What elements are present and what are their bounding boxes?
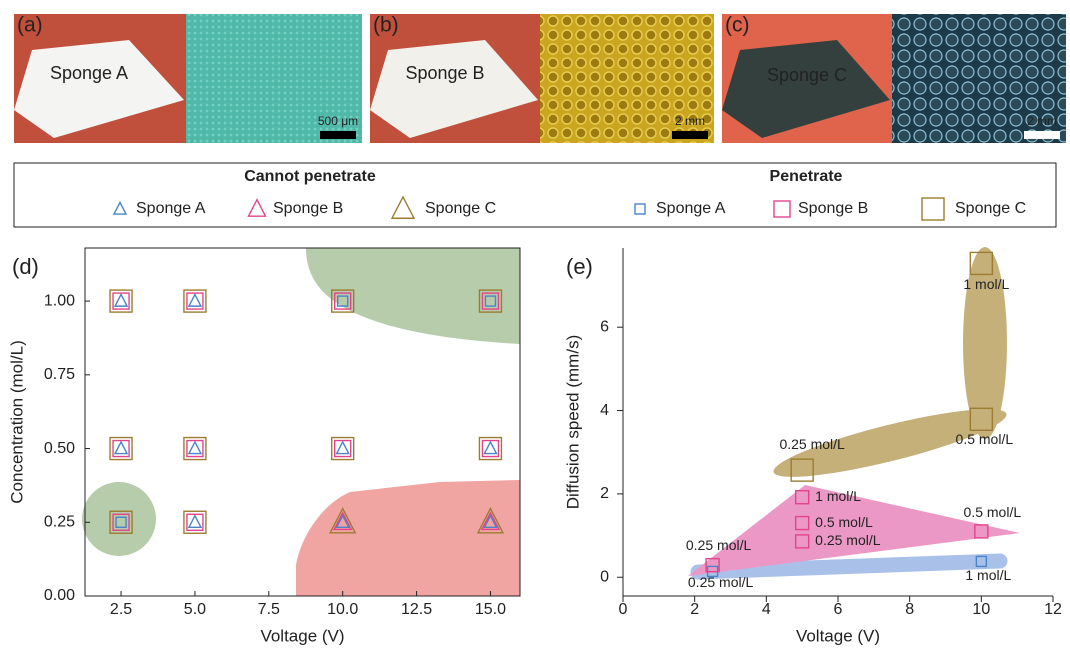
legend-label: Sponge B — [798, 200, 868, 217]
y-tick-label: 2 — [600, 485, 609, 502]
point-label: 0.5 mol/L — [815, 514, 873, 530]
panel-label: (d) — [12, 254, 39, 279]
data-point — [115, 442, 127, 454]
scale-bar-label: 2 mm — [675, 114, 705, 128]
x-tick-label: 15.0 — [475, 601, 506, 618]
point-label: 1 mol/L — [963, 276, 1009, 292]
sponge-label: Sponge A — [50, 63, 128, 83]
y-axis-title: Concentration (mol/L) — [7, 340, 26, 503]
x-tick-label: 10.0 — [327, 601, 358, 618]
legend-title: Cannot penetrate — [244, 168, 376, 185]
point-label: 0.25 mol/L — [688, 574, 754, 590]
data-point — [115, 294, 127, 306]
legend-marker — [249, 200, 266, 216]
penetrate-region — [82, 482, 156, 556]
y-tick-label: 4 — [600, 402, 609, 419]
legend-marker — [635, 204, 645, 214]
x-tick-label: 12 — [1044, 601, 1062, 618]
panel-label: (a) — [17, 14, 43, 37]
scale-bar-label: 500 μm — [318, 114, 358, 128]
x-tick-label: 7.5 — [258, 601, 280, 618]
legend-label: Sponge A — [136, 200, 206, 217]
y-axis-title: Diffusion speed (mm/s) — [563, 335, 582, 509]
panel-label: (b) — [373, 14, 399, 37]
x-tick-label: 5.0 — [184, 601, 206, 618]
x-tick-label: 6 — [834, 601, 843, 618]
scale-bar — [1024, 131, 1060, 139]
y-tick-label: 1.00 — [44, 292, 75, 309]
point-label: 0.5 mol/L — [956, 431, 1014, 447]
data-point — [484, 442, 496, 454]
point-label: 1 mol/L — [815, 488, 861, 504]
legend-title: Penetrate — [770, 168, 843, 185]
data-point — [189, 516, 201, 528]
x-tick-label: 12.5 — [401, 601, 432, 618]
y-tick-label: 0.00 — [44, 587, 75, 604]
x-tick-label: 2 — [690, 601, 699, 618]
data-point — [189, 294, 201, 306]
sponge-label: Sponge C — [767, 65, 847, 85]
panel-label: (c) — [725, 14, 750, 37]
scale-bar — [672, 131, 708, 139]
legend-marker — [774, 201, 790, 217]
legend-box — [14, 163, 1056, 227]
x-axis-title: Voltage (V) — [260, 626, 344, 645]
blocked-region — [296, 480, 520, 596]
legend-label: Sponge C — [955, 200, 1026, 217]
x-tick-label: 2.5 — [110, 601, 132, 618]
x-tick-label: 4 — [762, 601, 771, 618]
x-tick-label: 0 — [619, 601, 628, 618]
point-label: 0.5 mol/L — [964, 504, 1022, 520]
point-label: 1 mol/L — [965, 567, 1011, 583]
scale-bar-label: 2 mm — [1027, 114, 1057, 128]
y-tick-label: 6 — [600, 318, 609, 335]
y-tick-label: 0.75 — [44, 366, 75, 383]
legend-marker — [114, 202, 126, 214]
panel-label: (e) — [566, 254, 593, 279]
x-tick-label: 8 — [905, 601, 914, 618]
point-label: 0.25 mol/L — [779, 436, 845, 452]
legend-label: Sponge A — [656, 200, 726, 217]
data-point — [337, 442, 349, 454]
y-tick-label: 0 — [600, 568, 609, 585]
point-label: 0.25 mol/L — [815, 532, 881, 548]
y-tick-label: 0.25 — [44, 513, 75, 530]
legend-marker — [392, 197, 414, 218]
figure: (a) Sponge A 500 μm (b) Sponge B 2 mm (c) Spong… — [0, 0, 1070, 646]
legend-marker — [922, 198, 944, 220]
legend-label: Sponge B — [273, 200, 343, 217]
data-point — [189, 442, 201, 454]
legend-label: Sponge C — [425, 200, 496, 217]
scale-bar — [320, 131, 356, 139]
x-axis-title: Voltage (V) — [796, 626, 880, 645]
point-label: 0.25 mol/L — [686, 537, 752, 553]
sponge-label: Sponge B — [405, 63, 484, 83]
x-tick-label: 10 — [972, 601, 990, 618]
y-tick-label: 0.50 — [44, 440, 75, 457]
